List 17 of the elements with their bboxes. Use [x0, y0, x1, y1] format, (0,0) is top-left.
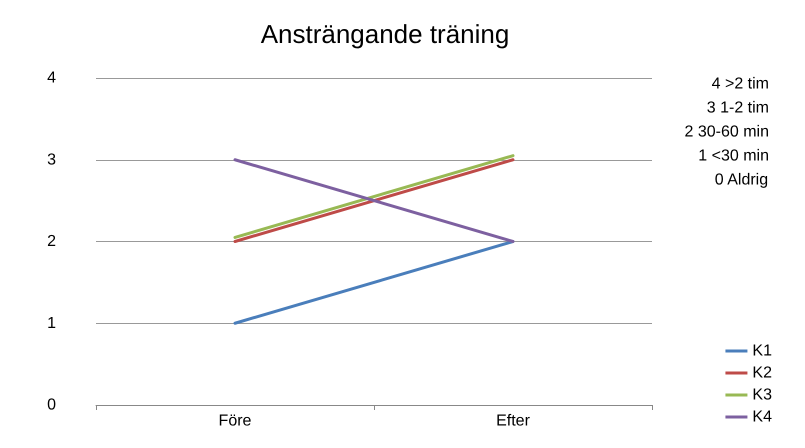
text: 4 >2 tim: [712, 76, 769, 92]
text: 0 Aldrig: [714, 172, 768, 188]
y-tick-label: 2: [47, 233, 56, 250]
text: 2 30-60 min: [684, 124, 770, 140]
text: 3 1-2 tim: [706, 100, 770, 116]
y-tick-label: 3: [47, 151, 56, 168]
x-tick-label: Före: [218, 412, 252, 430]
y-tick-label: 1: [47, 314, 56, 332]
text: 1 <30 min: [698, 148, 770, 164]
legend-label: K1: [752, 342, 772, 360]
legend-label: K3: [752, 386, 772, 404]
x-tick-label: Efter: [496, 412, 531, 430]
y-tick-label: 0: [47, 396, 56, 414]
legend-label: K4: [752, 408, 772, 426]
chart-title: Ansträngande träning: [260, 19, 510, 49]
y-tick-label: 4: [47, 70, 56, 86]
legend-label: K2: [752, 364, 772, 382]
